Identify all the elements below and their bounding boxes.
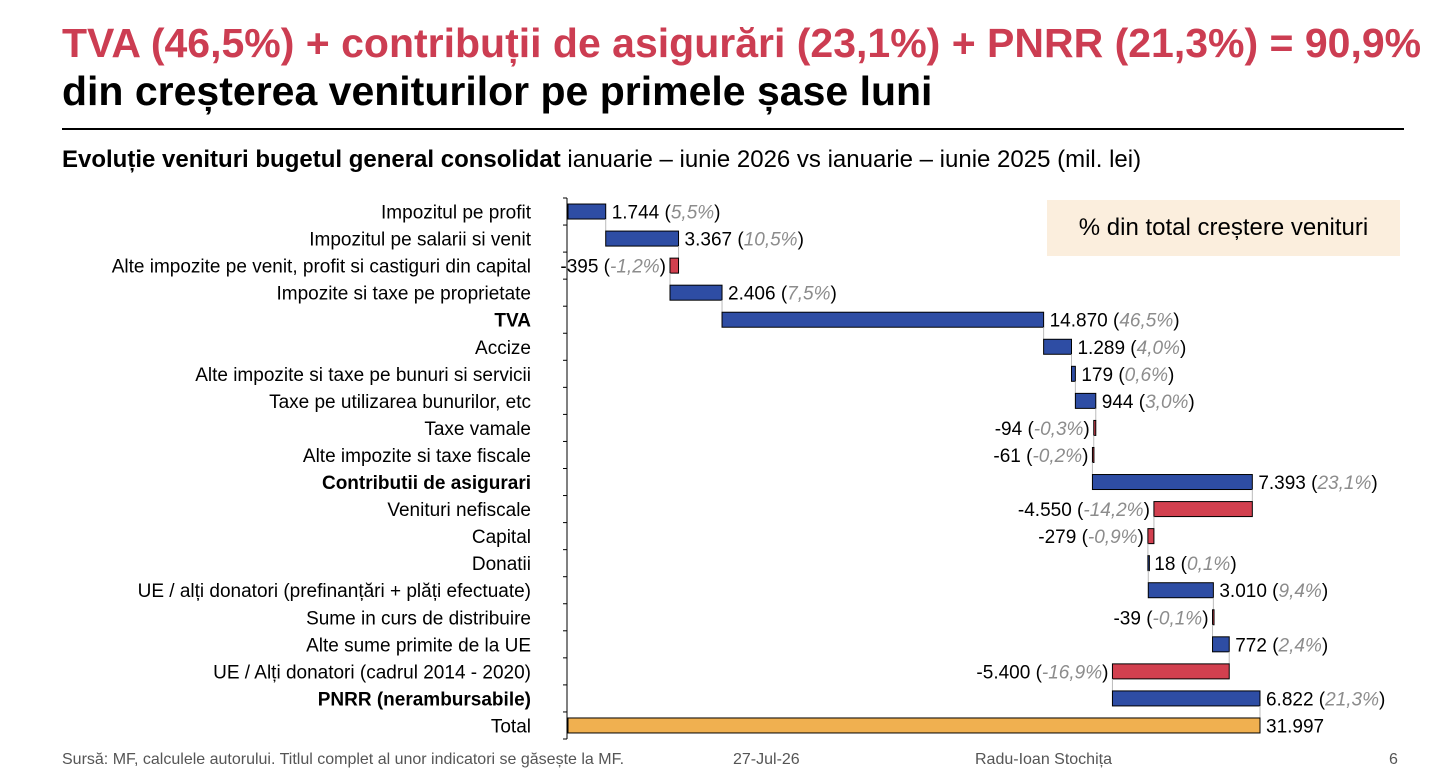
data-label: 179 (0,6%): [1081, 365, 1174, 386]
category-label: Capital: [472, 527, 531, 548]
increase-bar: [1111, 690, 1261, 707]
total-data-label: 31.997: [1266, 716, 1324, 737]
decrease-bar: [1091, 446, 1095, 463]
subtitle-rest: ianuarie – iunie 2026 vs ianuarie – iuni…: [560, 146, 1142, 173]
footer-source: Sursă: MF, calculele autorului. Titlul c…: [62, 751, 625, 768]
category-label-total: Total: [491, 716, 531, 737]
data-label: -279 (-0,9%): [1038, 527, 1144, 548]
title-divider: [62, 128, 1404, 130]
data-label: 14.870 (46,5%): [1050, 311, 1180, 332]
footer-author: Radu-Ioan Stochița: [975, 751, 1112, 768]
data-label: 3.010 (9,4%): [1219, 581, 1328, 602]
category-label: UE / Alți donatori (cadrul 2014 - 2020): [213, 662, 531, 683]
subtitle-bold: Evoluție venituri bugetul general consol…: [62, 146, 561, 173]
category-label: Impozite si taxe pe proprietate: [276, 284, 531, 305]
data-label: 7.393 (23,1%): [1258, 473, 1377, 494]
data-label: 772 (2,4%): [1235, 635, 1328, 656]
category-label: Alte sume primite de la UE: [306, 635, 531, 656]
data-label: 1.289 (4,0%): [1077, 338, 1186, 359]
increase-bar: [721, 311, 1045, 328]
increase-bar: [605, 230, 680, 247]
increase-bar: [1091, 474, 1253, 491]
category-label: Venituri nefiscale: [387, 500, 531, 521]
data-label: 944 (3,0%): [1102, 392, 1195, 413]
decrease-bar: [669, 257, 680, 274]
data-label: -39 (-0,1%): [1113, 608, 1208, 629]
decrease-bar: [1153, 501, 1253, 518]
increase-bar: [1070, 365, 1076, 382]
category-label: Donatii: [472, 554, 531, 575]
category-label: Impozitul pe salarii si venit: [309, 230, 531, 251]
data-label: -395 (-1,2%): [560, 257, 666, 278]
data-label: -4.550 (-14,2%): [1018, 500, 1150, 521]
footer-date: 27-Jul-26: [733, 751, 800, 768]
chart-title-line-1: TVA (46,5%) + contribuții de asigurări (…: [62, 20, 1422, 66]
decrease-bar: [1093, 419, 1097, 436]
data-label: -5.400 (-16,9%): [976, 662, 1108, 683]
data-label: -94 (-0,3%): [995, 419, 1090, 440]
category-label: UE / alți donatori (prefinanțări + plăți…: [138, 581, 531, 602]
category-label: Accize: [475, 338, 531, 359]
data-label: 3.367 (10,5%): [685, 230, 804, 251]
increase-bar: [669, 284, 723, 301]
category-label: Impozitul pe profit: [381, 203, 532, 224]
category-label: Alte impozite si taxe fiscale: [303, 446, 531, 467]
increase-bar: [1074, 392, 1097, 409]
category-label: Taxe pe utilizarea bunurilor, etc: [269, 392, 531, 413]
category-label: TVA: [494, 311, 531, 332]
increase-bar: [567, 203, 607, 220]
decrease-bar: [1212, 609, 1215, 626]
data-label: 2.406 (7,5%): [728, 284, 837, 305]
data-label: -61 (-0,2%): [993, 446, 1088, 467]
total-bar: [567, 717, 1261, 734]
category-label: Alte impozite pe venit, profit si castig…: [112, 257, 531, 278]
increase-bar: [1212, 636, 1230, 653]
increase-bar: [1147, 582, 1214, 599]
chart-title-line-2: din creșterea veniturilor pe primele șas…: [62, 68, 933, 114]
decrease-bar: [1147, 528, 1155, 545]
footer-page-number: 6: [1389, 751, 1398, 768]
data-label: 6.822 (21,3%): [1266, 689, 1385, 710]
increase-bar: [1147, 555, 1150, 572]
category-label: Sume in curs de distribuire: [306, 608, 531, 629]
category-label: PNRR (nerambursabile): [318, 689, 531, 710]
category-label: Contributii de asigurari: [322, 473, 531, 494]
decrease-bar: [1111, 663, 1230, 680]
increase-bar: [1043, 338, 1072, 355]
category-label: Alte impozite si taxe pe bunuri si servi…: [195, 365, 531, 386]
legend-note: % din total creștere venituri: [1047, 200, 1400, 256]
data-label: 18 (0,1%): [1154, 554, 1236, 575]
data-label: 1.744 (5,5%): [612, 203, 721, 224]
category-label: Taxe vamale: [424, 419, 531, 440]
chart-subtitle: Evoluție venituri bugetul general consol…: [62, 146, 1141, 174]
